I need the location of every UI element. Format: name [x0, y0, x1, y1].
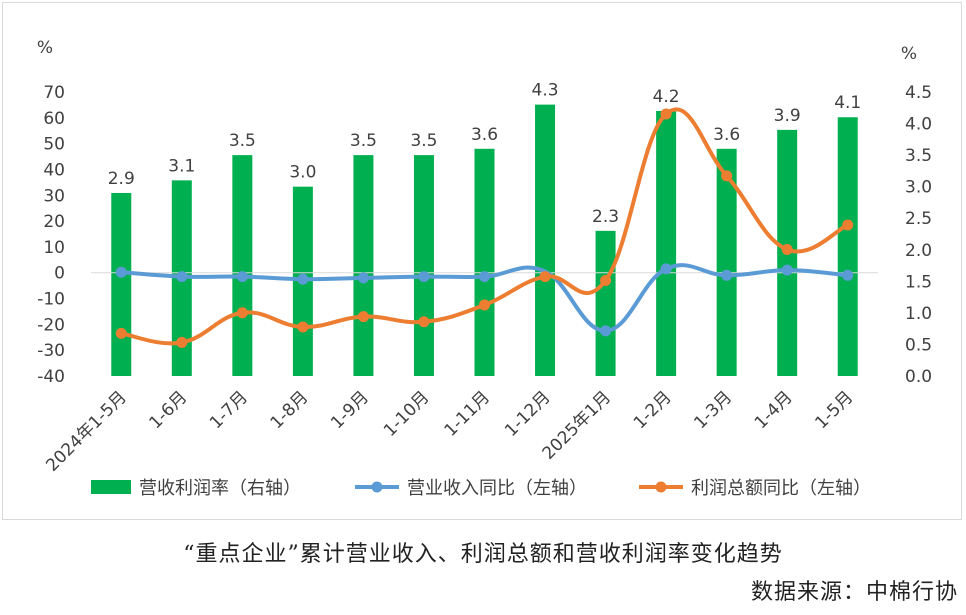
bar [474, 148, 495, 376]
revenue-yoy-point [842, 269, 854, 281]
left-axis-tick: 20 [43, 212, 65, 232]
bar [656, 110, 677, 376]
bar-data-label: 4.3 [532, 81, 559, 101]
profit-yoy-point [479, 299, 490, 311]
profit-yoy-point [418, 316, 430, 328]
x-axis-tick: 1-7月 [206, 387, 252, 433]
revenue-yoy-point [115, 266, 127, 278]
revenue-yoy-point [721, 269, 733, 281]
right-axis-tick: 3.5 [905, 146, 932, 166]
bar-data-label: 3.5 [229, 131, 256, 151]
revenue-yoy-point [418, 271, 430, 283]
bar [535, 104, 556, 376]
legend-label: 营业收入同比（左轴） [407, 478, 587, 499]
left-axis-tick: -20 [37, 315, 65, 335]
x-axis-tick: 1-8月 [267, 387, 313, 433]
legend-swatch-bar [91, 480, 131, 494]
left-axis-tick: 10 [43, 238, 65, 258]
data-source: 数据来源：中棉行协 [750, 580, 958, 605]
bar [837, 117, 858, 376]
right-axis-tick: 1.5 [905, 272, 932, 292]
x-axis-tick: 1-5月 [811, 387, 857, 433]
profit-yoy-point [297, 321, 309, 333]
profit-yoy-point [176, 336, 188, 348]
x-axis-tick: 1-6月 [146, 387, 192, 433]
revenue-yoy-point [781, 264, 793, 276]
right-axis-tick: 2.5 [905, 209, 932, 229]
bar-data-label: 3.0 [289, 163, 316, 183]
x-axis-tick: 1-4月 [751, 387, 797, 433]
revenue-yoy-point [236, 271, 248, 283]
revenue-yoy-point [176, 271, 188, 283]
revenue-yoy-point [357, 272, 369, 284]
right-axis-tick: 1.0 [905, 304, 932, 324]
right-axis-unit: % [901, 44, 917, 64]
bar-data-label: 3.5 [350, 131, 377, 151]
legend-label: 利润总额同比（左轴） [691, 478, 871, 499]
right-axis-tick: 3.0 [905, 178, 932, 198]
bar-data-label: 4.2 [653, 87, 680, 107]
x-axis-tick: 1-10月 [380, 387, 433, 440]
profit-yoy-point [660, 108, 672, 120]
bar [232, 155, 253, 376]
x-axis-tick: 1-2月 [630, 387, 676, 433]
bar [111, 192, 132, 376]
chart: % % 70 60 50 40 30 20 10 0 -10 -20 -30 -40 4.5 4.0 3.5 3.… [37, 38, 932, 499]
revenue-yoy-point [660, 263, 672, 275]
chart-frame: %% 70 60 50 40 30 20 10 0 -10 -20 -30 -40 4.5 4.0 3.5 3.… [2, 2, 962, 520]
left-axis-tick: 50 [43, 135, 65, 155]
left-axis-tick: 40 [43, 160, 65, 180]
right-axis-tick: 4.5 [905, 83, 932, 103]
bar [413, 155, 434, 376]
x-axis-tick: 1-9月 [327, 387, 373, 433]
left-axis-unit: % [37, 38, 53, 58]
bar-data-label: 2.3 [592, 207, 619, 227]
left-axis-tick: 30 [43, 186, 65, 206]
profit-yoy-point [236, 307, 248, 319]
bar-data-label: 4.1 [834, 93, 861, 113]
left-axis-tick: 0 [54, 264, 65, 284]
x-axis-tick: 1-3月 [690, 387, 736, 433]
revenue-yoy-point [600, 325, 612, 337]
bar [353, 155, 374, 376]
bar [595, 230, 616, 376]
x-axis-tick: 2024年1-5月 [42, 387, 130, 475]
revenue-yoy-point [479, 271, 490, 283]
profit-yoy-point [721, 170, 733, 182]
bar-data-label: 3.5 [410, 131, 437, 151]
bar-data-label: 3.1 [168, 156, 195, 176]
legend-swatch-marker [371, 481, 383, 493]
left-axis-tick: 70 [43, 83, 65, 103]
profit-yoy-point [357, 311, 369, 323]
chart-caption: “重点企业”累计营业收入、利润总额和营收利润率变化趋势 [183, 542, 783, 567]
left-axis-tick: -30 [37, 341, 65, 361]
right-axis-tick: 0.5 [905, 335, 932, 355]
left-axis-tick: -10 [37, 290, 65, 310]
profit-yoy-point [539, 271, 551, 283]
bar-data-label: 3.6 [713, 125, 740, 145]
legend-label: 营收利润率（右轴） [139, 478, 301, 499]
bar-data-label: 3.6 [471, 125, 498, 145]
profit-yoy-point [115, 327, 127, 339]
revenue-yoy-point [297, 273, 309, 285]
legend-swatch-marker [655, 481, 667, 493]
right-axis-tick: 2.0 [905, 241, 932, 261]
right-axis-tick: 4.0 [905, 115, 932, 135]
left-axis-tick: 60 [43, 109, 65, 129]
bar-data-label: 2.9 [108, 169, 135, 189]
profit-yoy-point [781, 243, 793, 255]
x-axis-tick: 1-11月 [441, 387, 494, 440]
bar-data-label: 3.9 [774, 106, 801, 126]
right-axis-tick: 0.0 [905, 367, 932, 387]
profit-yoy-point [600, 274, 612, 286]
bar [716, 148, 737, 376]
profit-yoy-point [842, 219, 854, 231]
x-axis-tick: 1-12月 [501, 387, 554, 440]
left-axis-tick: -40 [37, 367, 65, 387]
